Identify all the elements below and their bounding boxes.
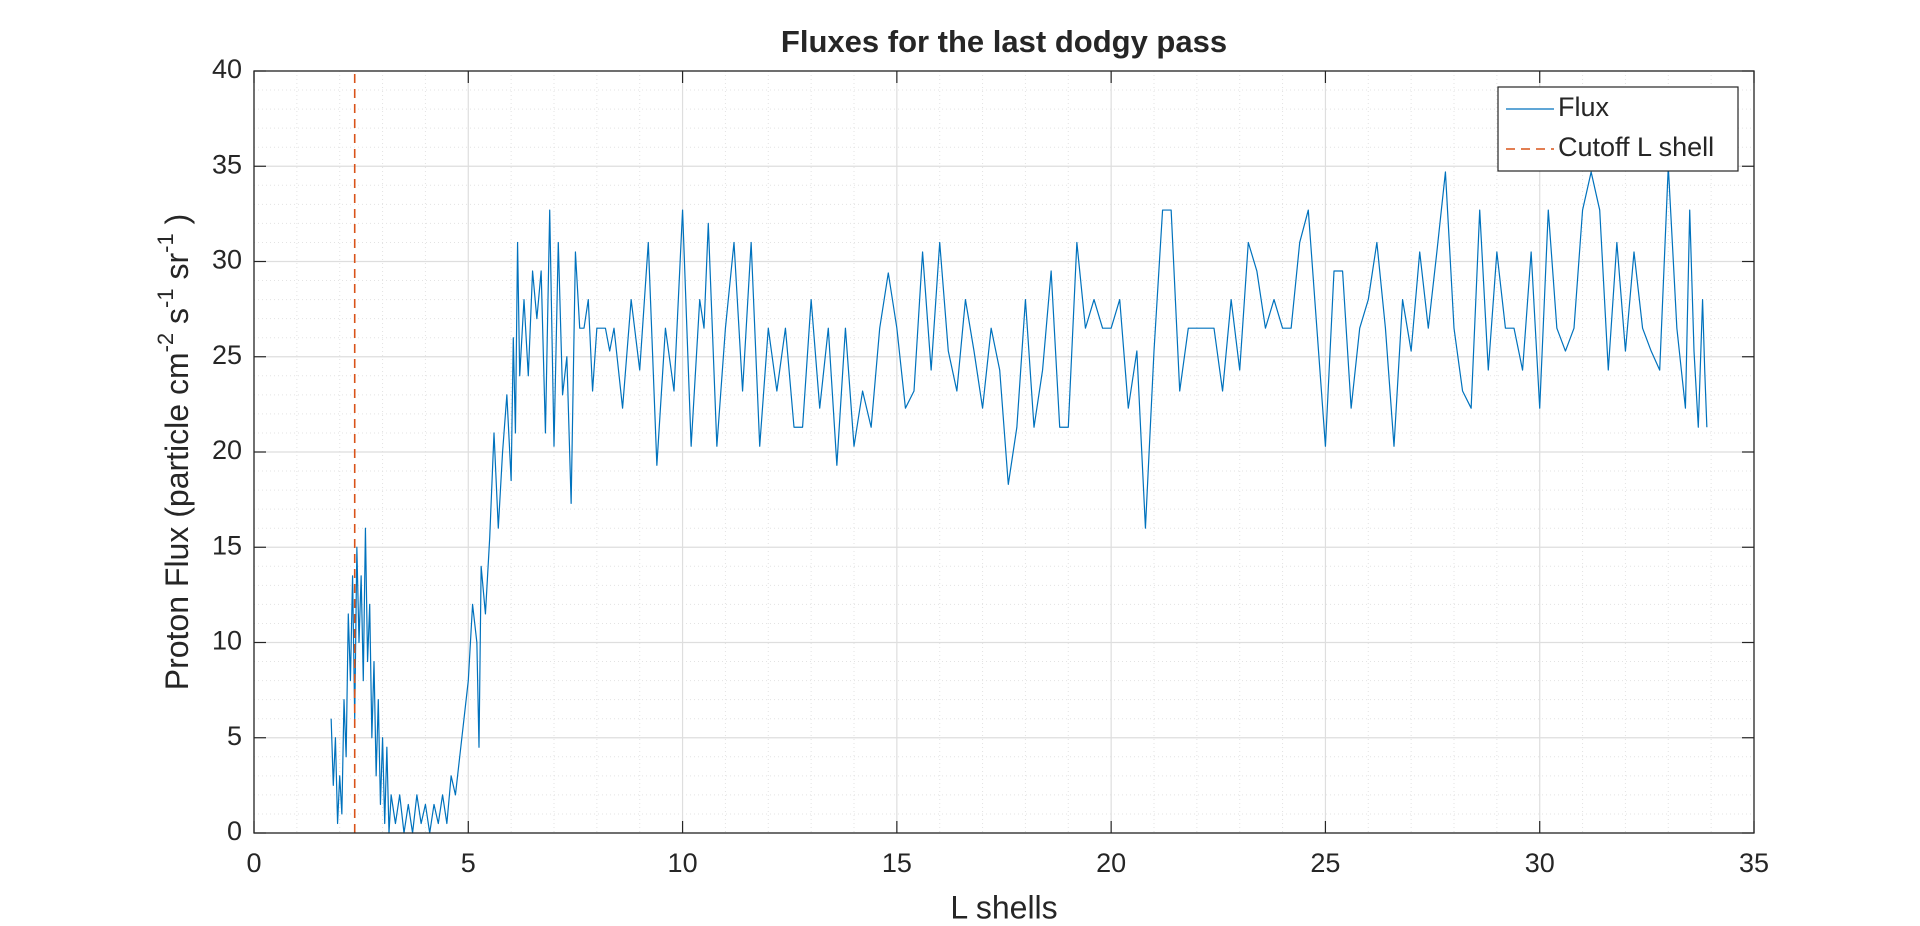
- y-tick-label: 5: [227, 721, 242, 751]
- legend-label: Cutoff L shell: [1558, 132, 1714, 162]
- y-tick-label: 0: [227, 816, 242, 846]
- y-axis-label-superscript: -1: [153, 233, 178, 253]
- y-tick-label: 40: [212, 54, 242, 84]
- y-axis-label-part: ): [159, 214, 195, 234]
- x-tick-label: 25: [1310, 848, 1340, 878]
- x-tick-label: 0: [246, 848, 261, 878]
- y-axis-label-part: Proton Flux (particle cm: [159, 352, 195, 690]
- y-axis-label-superscript: -2: [153, 333, 178, 353]
- legend-label: Flux: [1558, 92, 1610, 122]
- y-axis-label-superscript: -1: [153, 288, 178, 308]
- y-axis-label: Proton Flux (particle cm-2 s-1 sr-1 ): [153, 214, 195, 691]
- legend-box: [1497, 86, 1739, 172]
- legend: Flux Cutoff L shell: [1497, 86, 1739, 172]
- x-tick-label: 35: [1739, 848, 1769, 878]
- y-tick-label: 35: [212, 149, 242, 179]
- y-tick-label: 30: [212, 245, 242, 275]
- series-line: [330, 165, 1708, 834]
- x-tick-label: 20: [1096, 848, 1126, 878]
- x-tick-label: 5: [461, 848, 476, 878]
- axes-box: [253, 70, 1755, 834]
- x-tick-label: 15: [882, 848, 912, 878]
- y-tick-label: 10: [212, 626, 242, 656]
- y-axis-label-part: s: [159, 308, 195, 333]
- y-tick-label: 20: [212, 435, 242, 465]
- y-tick-label: 25: [212, 340, 242, 370]
- y-axis-label-part: sr: [159, 252, 195, 288]
- x-tick-label: 30: [1525, 848, 1555, 878]
- y-tick-label: 15: [212, 530, 242, 560]
- x-tick-label: 10: [668, 848, 698, 878]
- chart-title: Fluxes for the last dodgy pass: [781, 24, 1227, 59]
- x-axis-label: L shells: [950, 889, 1057, 925]
